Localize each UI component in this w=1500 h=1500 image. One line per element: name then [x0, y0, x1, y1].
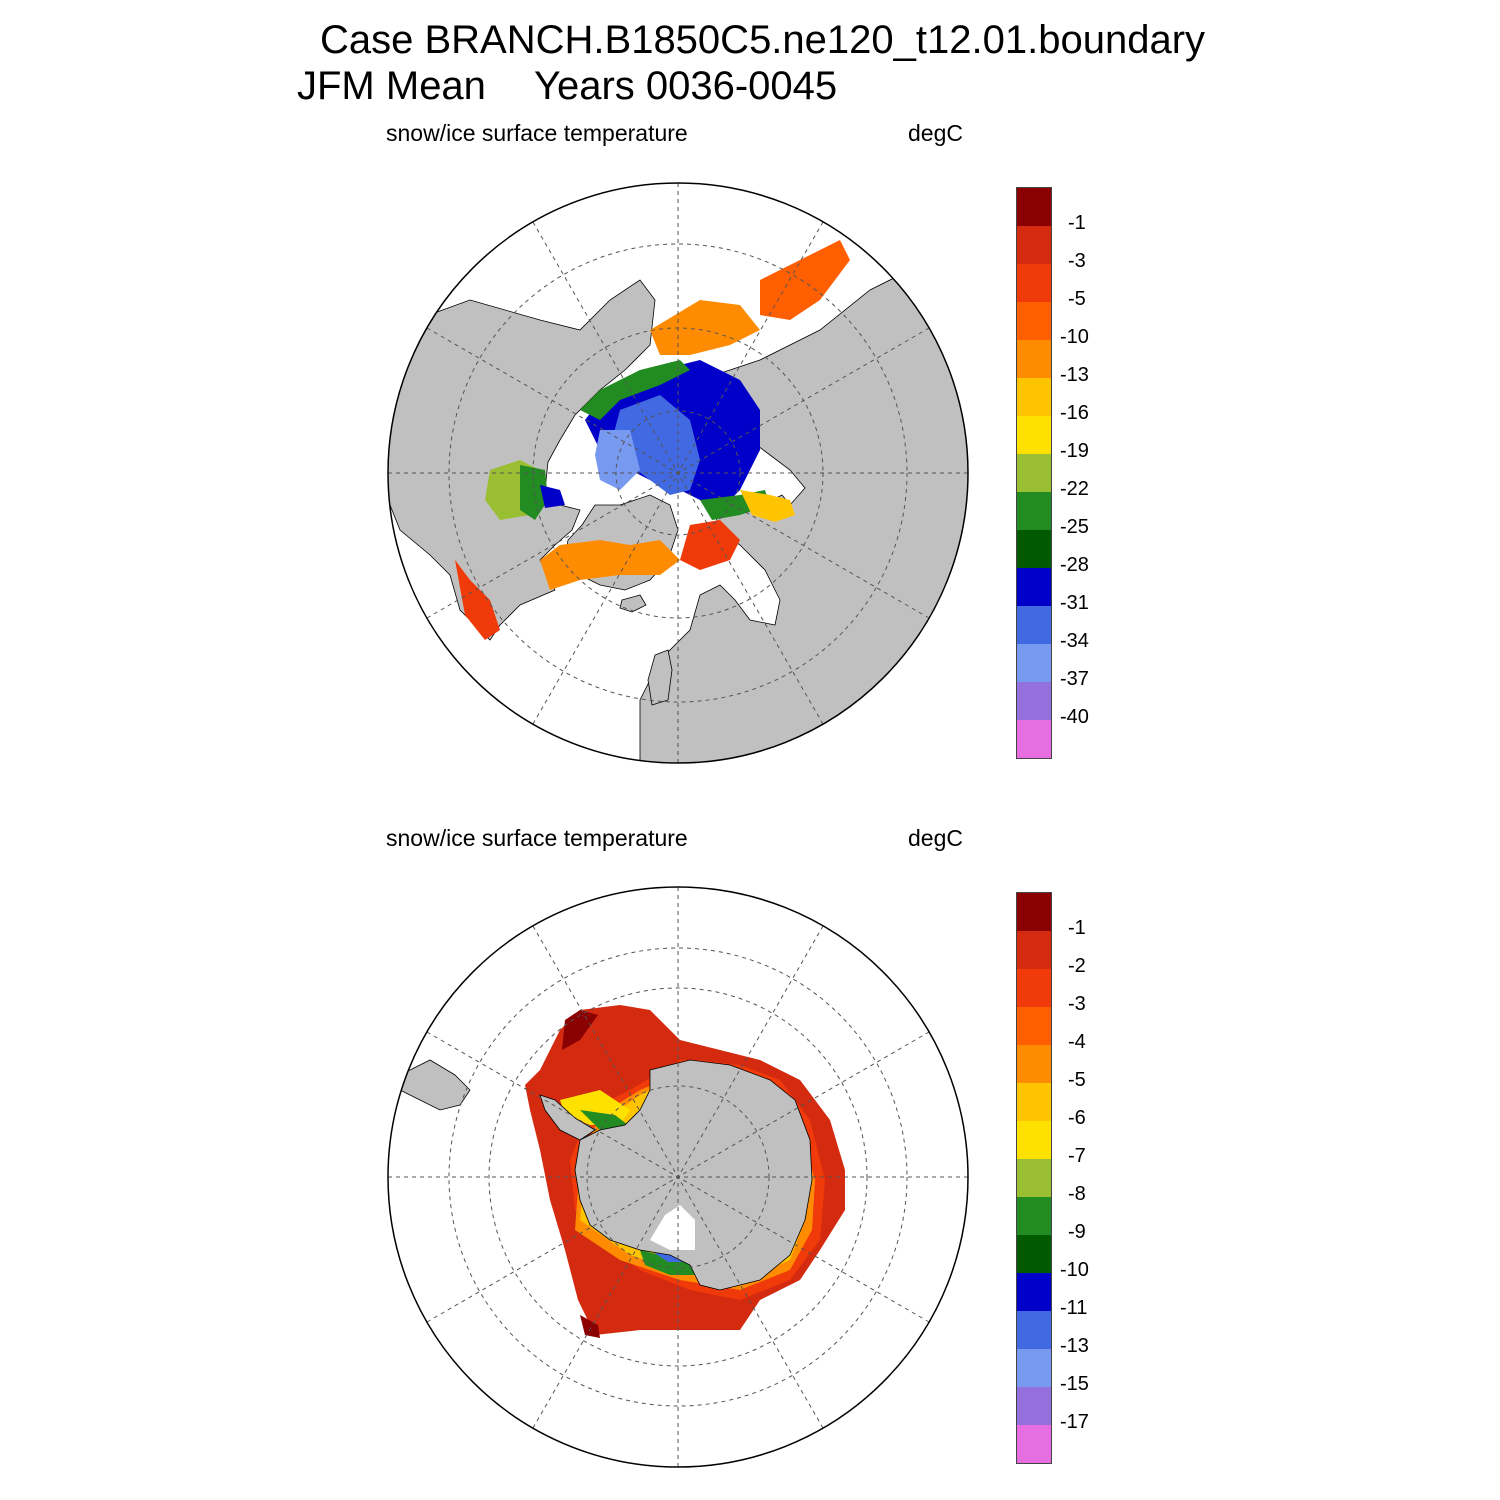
colorbar-swatch — [1017, 340, 1051, 378]
figure-title-case: Case BRANCH.B1850C5.ne120_t12.01.boundar… — [320, 18, 1206, 62]
colorbar-swatch — [1017, 226, 1051, 264]
season-label: JFM Mean — [297, 64, 486, 108]
colorbar-tick-label: -13 — [1060, 364, 1089, 386]
colorbar-swatch — [1017, 1121, 1051, 1159]
nh-polar-map — [388, 183, 968, 763]
figure-title-period: JFM Mean Years 0036-0045 — [297, 64, 837, 109]
colorbar-swatch — [1017, 644, 1051, 682]
colorbar-swatch — [1017, 1387, 1051, 1425]
colorbar-swatch — [1017, 893, 1051, 931]
colorbar-swatch — [1017, 1159, 1051, 1197]
colorbar-tick-label: -6 — [1068, 1107, 1086, 1129]
sh-land — [399, 1059, 813, 1291]
colorbar-swatch — [1017, 1007, 1051, 1045]
sh-variable-label: snow/ice surface temperature — [386, 825, 688, 851]
nh-variable-label: snow/ice surface temperature — [386, 120, 688, 146]
colorbar-tick-label: -16 — [1060, 402, 1089, 424]
nh-graticule — [388, 183, 968, 763]
colorbar-tick-label: -28 — [1060, 554, 1089, 576]
colorbar-swatch — [1017, 378, 1051, 416]
colorbar-swatch — [1017, 720, 1051, 758]
colorbar-tick-label: -17 — [1060, 1411, 1089, 1433]
colorbar-swatch — [1017, 568, 1051, 606]
colorbar-swatch — [1017, 264, 1051, 302]
colorbar-swatch — [1017, 416, 1051, 454]
colorbar-tick-label: -2 — [1068, 955, 1086, 977]
colorbar-tick-label: -25 — [1060, 516, 1089, 538]
colorbar-tick-label: -10 — [1060, 326, 1089, 348]
colorbar-tick-label: -34 — [1060, 630, 1089, 652]
colorbar-swatch — [1017, 606, 1051, 644]
colorbar-tick-label: -5 — [1068, 1069, 1086, 1091]
colorbar-swatch — [1017, 1235, 1051, 1273]
sh-colorbar — [1016, 892, 1052, 1464]
colorbar-swatch — [1017, 682, 1051, 720]
nh-units-label: degC — [908, 120, 963, 146]
colorbar-swatch — [1017, 302, 1051, 340]
sh-units-label: degC — [908, 825, 963, 851]
sh-polar-map — [388, 887, 968, 1467]
sh-graticule — [388, 887, 968, 1467]
colorbar-tick-label: -7 — [1068, 1145, 1086, 1167]
colorbar-swatch — [1017, 1349, 1051, 1387]
colorbar-swatch — [1017, 492, 1051, 530]
colorbar-swatch — [1017, 188, 1051, 226]
colorbar-swatch — [1017, 931, 1051, 969]
colorbar-tick-label: -37 — [1060, 668, 1089, 690]
years-label: Years 0036-0045 — [533, 64, 838, 108]
colorbar-swatch — [1017, 530, 1051, 568]
colorbar-swatch — [1017, 1311, 1051, 1349]
colorbar-swatch — [1017, 1045, 1051, 1083]
colorbar-tick-label: -15 — [1060, 1373, 1089, 1395]
colorbar-swatch — [1017, 454, 1051, 492]
colorbar-tick-label: -9 — [1068, 1221, 1086, 1243]
colorbar-swatch — [1017, 1197, 1051, 1235]
colorbar-tick-label: -10 — [1060, 1259, 1089, 1281]
colorbar-tick-label: -31 — [1060, 592, 1089, 614]
colorbar-tick-label: -19 — [1060, 440, 1089, 462]
colorbar-tick-label: -11 — [1060, 1297, 1088, 1319]
colorbar-tick-label: -3 — [1068, 250, 1086, 272]
colorbar-tick-label: -4 — [1068, 1031, 1086, 1053]
colorbar-tick-label: -13 — [1060, 1335, 1089, 1357]
colorbar-swatch — [1017, 969, 1051, 1007]
nh-sea-ice-field — [455, 240, 850, 640]
colorbar-tick-label: -3 — [1068, 993, 1086, 1015]
colorbar-swatch — [1017, 1273, 1051, 1311]
colorbar-tick-label: -8 — [1068, 1183, 1086, 1205]
colorbar-swatch — [1017, 1083, 1051, 1121]
colorbar-tick-label: -5 — [1068, 288, 1086, 310]
colorbar-tick-label: -22 — [1060, 478, 1089, 500]
colorbar-tick-label: -1 — [1068, 917, 1086, 939]
colorbar-tick-label: -40 — [1060, 706, 1089, 728]
nh-colorbar — [1016, 187, 1052, 759]
colorbar-tick-label: -1 — [1068, 212, 1086, 234]
colorbar-swatch — [1017, 1425, 1051, 1463]
